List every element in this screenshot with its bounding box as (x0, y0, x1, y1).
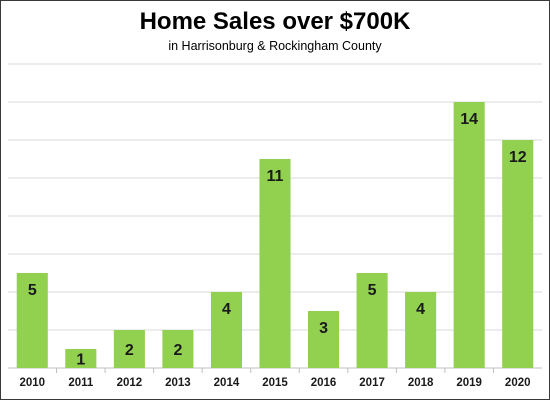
bar-2020 (502, 140, 534, 368)
bar-value-label: 3 (319, 320, 328, 337)
x-tick-label: 2015 (262, 377, 288, 389)
chart-subtitle: in Harrisonburg & Rockingham County (168, 39, 382, 53)
bar-value-label: 14 (460, 111, 478, 128)
x-tick-label: 2020 (505, 377, 531, 389)
x-tick-label: 2018 (408, 377, 434, 389)
x-tick-label: 2010 (19, 377, 45, 389)
bar-value-label: 5 (368, 282, 377, 299)
bar-value-label: 2 (125, 342, 134, 359)
x-tick-label: 2013 (165, 377, 191, 389)
x-tick-label: 2012 (117, 377, 143, 389)
bar-value-label: 4 (222, 301, 231, 318)
bar-2010 (16, 273, 48, 368)
x-tick-label: 2011 (68, 377, 94, 389)
bar-2016 (308, 311, 340, 368)
bars (16, 102, 534, 368)
bar-2011 (65, 349, 97, 368)
bar-value-label: 12 (509, 149, 527, 166)
x-tick-label: 2014 (214, 377, 240, 389)
bar-2013 (162, 330, 194, 368)
bar-value-label: 5 (28, 282, 37, 299)
bar-2012 (113, 330, 145, 368)
bar-2019 (453, 102, 485, 368)
x-tick-labels: 2010 2011 2012 2013 2014 2015 2016 2017 2018 2019… (19, 368, 531, 389)
bar-2018 (405, 292, 437, 368)
bar-value-label: 4 (416, 301, 425, 318)
bar-2017 (356, 273, 388, 368)
x-tick-label: 2016 (311, 377, 337, 389)
x-tick-label: 2019 (456, 377, 482, 389)
bar-value-label: 2 (173, 342, 182, 359)
bar-2015 (259, 159, 291, 368)
bar-2014 (210, 292, 242, 368)
bar-value-label: 11 (267, 168, 284, 185)
chart-title: Home Sales over $700K (139, 8, 411, 35)
bar-value-label: 1 (76, 352, 85, 369)
x-tick-label: 2017 (359, 377, 385, 389)
